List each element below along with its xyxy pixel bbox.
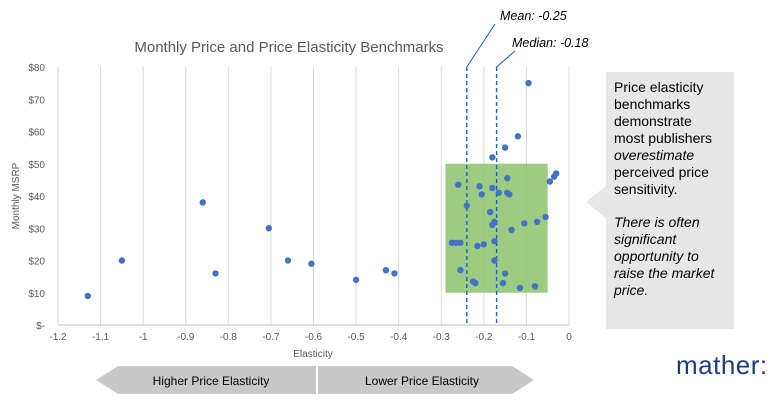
data-point	[501, 270, 509, 277]
callout-paragraph-1: Price elasticity benchmarks demonstrate …	[614, 79, 726, 198]
data-point	[489, 184, 496, 192]
data-point	[546, 178, 554, 185]
y-tick-label: $70	[28, 95, 45, 106]
data-point	[501, 144, 509, 151]
y-tick-label: $40	[28, 192, 45, 203]
y-axis-label: Monthly MSRP	[11, 162, 22, 229]
y-tick-label: $60	[28, 128, 45, 139]
data-point	[457, 239, 464, 246]
callout-text-2: perceived price sensitivity.	[614, 164, 709, 197]
y-tick-label: $20	[28, 257, 45, 268]
data-point	[491, 218, 498, 225]
callout-pointer	[586, 186, 606, 218]
data-point	[84, 292, 92, 300]
lower-elasticity-arrow	[318, 366, 534, 394]
data-points	[84, 79, 560, 300]
data-point	[553, 170, 560, 177]
data-point	[478, 191, 485, 198]
data-point	[489, 154, 496, 161]
callout-box: Price elasticity benchmarks demonstrate …	[606, 72, 734, 329]
x-tick-label: -0.8	[220, 332, 238, 343]
data-point	[533, 218, 541, 225]
data-point	[391, 270, 398, 277]
x-tick-label: -0.5	[347, 332, 365, 343]
data-point	[382, 266, 390, 274]
y-tick-label: $50	[28, 160, 45, 171]
brand-logo: mather:	[676, 350, 768, 380]
y-tick-label: $80	[28, 63, 45, 74]
higher-elasticity-arrow	[96, 366, 316, 394]
x-tick-label: -0.9	[177, 332, 195, 343]
data-point	[506, 191, 513, 198]
x-tick-label: -0.1	[518, 332, 536, 343]
data-point	[499, 279, 507, 287]
data-point	[476, 183, 483, 190]
chart-title: Monthly Price and Price Elasticity Bench…	[134, 39, 443, 56]
data-point	[521, 220, 528, 227]
data-point	[491, 237, 498, 245]
data-point	[474, 242, 481, 250]
data-point	[516, 284, 524, 292]
annotation-leader	[466, 23, 496, 68]
data-point	[352, 276, 360, 284]
data-point	[457, 266, 464, 274]
data-point	[265, 225, 272, 232]
mean-annotation: Mean: -0.25	[500, 9, 567, 23]
data-point	[455, 181, 462, 188]
data-point	[531, 283, 539, 290]
x-tick-label: 0	[566, 332, 572, 343]
data-point	[542, 213, 549, 221]
x-tick-label: -1.2	[49, 332, 67, 343]
median-annotation: Median: -0.18	[512, 36, 588, 50]
gridlines	[57, 67, 570, 325]
x-tick-label: -0.6	[305, 332, 323, 343]
data-point	[308, 260, 315, 267]
lower-elasticity-label: Lower Price Elasticity	[365, 374, 479, 388]
data-point	[508, 226, 515, 234]
data-point	[480, 241, 488, 248]
y-tick-label: $-	[36, 321, 45, 332]
data-point	[284, 257, 292, 264]
callout-emphasis: overestimate	[614, 147, 695, 163]
y-tick-labels: $- $10 $20 $30 $40 $50 $60 $70 $80	[28, 63, 45, 332]
x-tick-label: -0.4	[390, 332, 408, 343]
callout-paragraph-2: There is often significant opportunity t…	[614, 214, 715, 298]
data-point	[212, 270, 219, 277]
data-point	[487, 208, 494, 216]
data-point	[199, 199, 206, 206]
data-point	[463, 202, 470, 209]
x-tick-label: -0.2	[475, 332, 493, 343]
reference-lines	[466, 23, 516, 325]
higher-elasticity-label: Higher Price Elasticity	[153, 374, 270, 388]
annotation-leader	[496, 50, 516, 68]
data-point	[504, 175, 511, 182]
x-tick-label: -0.3	[433, 332, 451, 343]
data-point	[472, 279, 479, 287]
data-point	[514, 133, 522, 140]
x-tick-label: -1	[139, 332, 148, 343]
data-point	[491, 257, 498, 264]
data-point	[525, 79, 532, 87]
x-tick-labels: -1.2 -1.1 -1 -0.9 -0.8 -0.7 -0.6 -0.5 -0.4 -0.3 -0…	[49, 332, 572, 343]
data-point	[495, 189, 502, 196]
x-tick-label: -1.1	[92, 332, 110, 343]
y-tick-label: $30	[28, 224, 45, 235]
x-axis-label: Elasticity	[293, 349, 332, 360]
y-tick-label: $10	[28, 289, 45, 300]
data-point	[118, 257, 126, 264]
callout-text-1: Price elasticity benchmarks demonstrate …	[614, 79, 713, 146]
x-tick-label: -0.7	[262, 332, 280, 343]
